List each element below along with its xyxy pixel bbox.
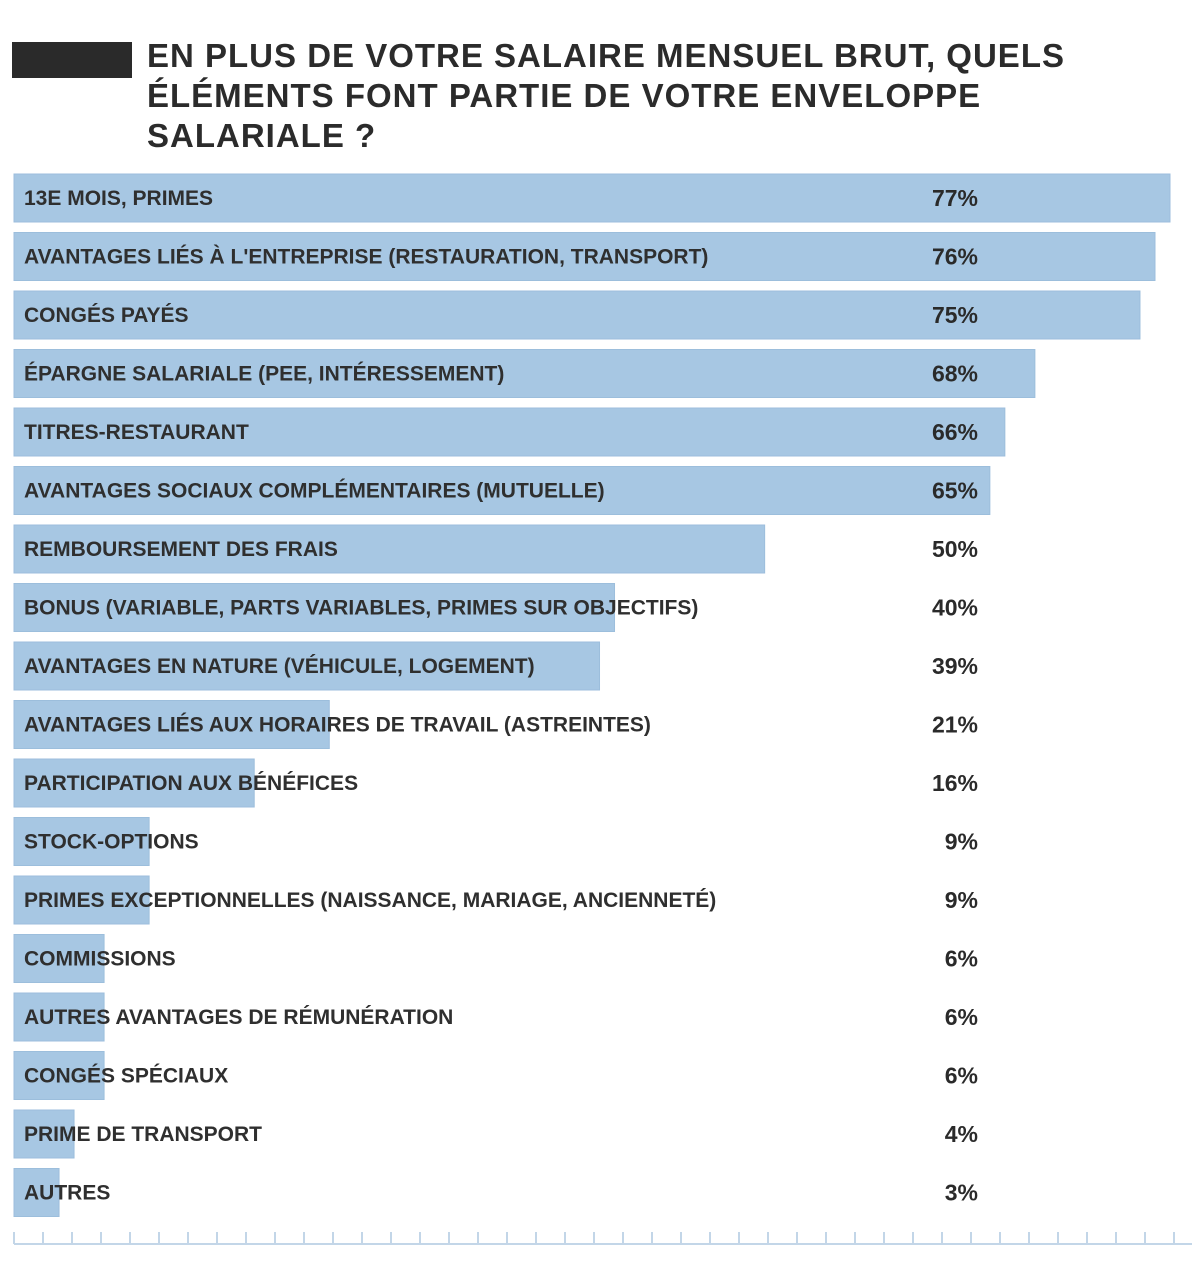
category-label: 13e mois, primes bbox=[24, 187, 213, 210]
category-label: Participation aux bénéfices bbox=[24, 772, 358, 795]
bar bbox=[13, 1109, 75, 1159]
bars-group bbox=[13, 173, 1171, 1217]
category-label: Remboursement des frais bbox=[24, 538, 338, 561]
bar bbox=[13, 992, 105, 1042]
value-label: 6% bbox=[945, 946, 978, 972]
bar bbox=[13, 524, 766, 574]
category-label: Autres bbox=[24, 1182, 110, 1205]
bar bbox=[13, 290, 1141, 340]
value-label: 16% bbox=[932, 770, 978, 796]
category-label: Prime de transport bbox=[24, 1123, 262, 1146]
value-label: 6% bbox=[945, 1063, 978, 1089]
bar bbox=[13, 466, 991, 515]
value-label: 76% bbox=[932, 244, 978, 270]
category-label: Avantages sociaux complémentaires (mutue… bbox=[24, 480, 605, 503]
category-label: Avantages liés à l'entreprise (restaurat… bbox=[24, 246, 708, 269]
category-label: Autres avantages de rémunération bbox=[24, 1006, 453, 1029]
bar bbox=[13, 232, 1156, 281]
value-label: 40% bbox=[932, 595, 978, 621]
bar bbox=[13, 583, 616, 632]
value-label: 66% bbox=[932, 419, 978, 445]
category-label: Avantages liés aux horaires de travail (… bbox=[24, 714, 651, 737]
value-label: 4% bbox=[945, 1121, 978, 1147]
category-label: Commissions bbox=[24, 948, 176, 971]
value-label: 50% bbox=[932, 536, 978, 562]
value-label: 9% bbox=[945, 829, 978, 855]
bar bbox=[13, 700, 330, 749]
tick-marks-group bbox=[13, 1232, 1192, 1245]
value-label: 9% bbox=[945, 887, 978, 913]
chart-header: En plus de votre salaire mensuel brut, q… bbox=[12, 36, 1188, 154]
category-label: Titres-restaurant bbox=[24, 421, 249, 444]
bar bbox=[13, 641, 601, 691]
category-label: Épargne salariale (PEE, intéressement) bbox=[24, 363, 504, 386]
value-label: 3% bbox=[945, 1180, 978, 1206]
value-label: 39% bbox=[932, 653, 978, 679]
category-label: Stock-options bbox=[24, 831, 199, 854]
bar bbox=[13, 173, 1171, 223]
bar bbox=[13, 817, 150, 866]
bar bbox=[13, 875, 150, 925]
category-label: Congés payés bbox=[24, 304, 189, 327]
value-labels-group: 77% 76% 75% 68% 66% 65% 50% 40% 39% 21% 16% 9% 9% 6% 6… bbox=[932, 185, 978, 1206]
value-label: 77% bbox=[932, 185, 978, 211]
bar bbox=[13, 758, 255, 808]
bar bbox=[13, 934, 105, 983]
bar bbox=[13, 1168, 60, 1217]
value-label: 6% bbox=[945, 1004, 978, 1030]
chart-title: En plus de votre salaire mensuel brut, q… bbox=[147, 37, 1065, 154]
category-label: Congés spéciaux bbox=[24, 1065, 228, 1088]
value-label: 21% bbox=[932, 712, 978, 738]
value-label: 68% bbox=[932, 361, 978, 387]
category-label: Avantages en nature (véhicule, logement) bbox=[24, 655, 535, 678]
bar bbox=[13, 407, 1006, 457]
header-color-block bbox=[12, 42, 132, 78]
value-label: 75% bbox=[932, 302, 978, 328]
category-label: Bonus (variable, parts variables, primes… bbox=[24, 597, 698, 620]
category-label: Primes exceptionnelles (naissance, maria… bbox=[24, 889, 716, 912]
bar bbox=[13, 349, 1036, 398]
value-label: 65% bbox=[932, 478, 978, 504]
category-labels-group: 13e mois, primes Avantages liés à l'entre… bbox=[24, 187, 716, 1205]
bar bbox=[13, 1051, 105, 1100]
